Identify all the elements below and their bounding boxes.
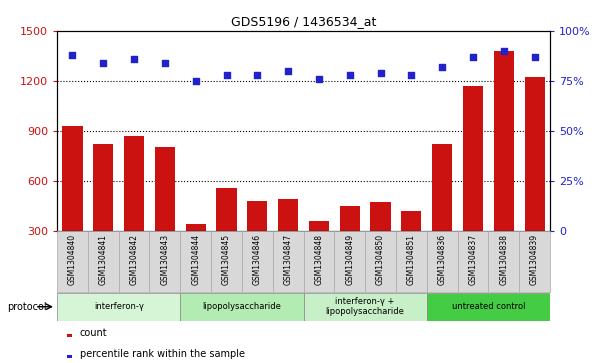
Bar [216, 188, 237, 231]
Bar [432, 144, 452, 231]
Text: GSM1304848: GSM1304848 [314, 234, 323, 285]
Text: GSM1304837: GSM1304837 [468, 234, 477, 285]
Bar [63, 126, 82, 231]
Text: GSM1304845: GSM1304845 [222, 234, 231, 285]
Text: GSM1304842: GSM1304842 [130, 234, 139, 285]
Bar [370, 202, 391, 231]
Bar [489, 231, 519, 292]
Bar [67, 355, 72, 358]
Text: GSM1304838: GSM1304838 [499, 234, 508, 285]
Bar [211, 231, 242, 292]
Point [314, 76, 324, 82]
Bar [57, 293, 180, 321]
Text: GSM1304850: GSM1304850 [376, 234, 385, 285]
Point [438, 64, 447, 70]
Bar [396, 231, 427, 292]
Bar [273, 231, 304, 292]
Text: GSM1304841: GSM1304841 [99, 234, 108, 285]
Point [222, 72, 231, 78]
Point [529, 54, 539, 60]
Bar [150, 231, 180, 292]
Text: lipopolysaccharide: lipopolysaccharide [203, 302, 281, 311]
Point [345, 72, 355, 78]
Bar [278, 199, 298, 231]
Text: GSM1304846: GSM1304846 [253, 234, 262, 285]
Text: protocol: protocol [7, 302, 47, 312]
Bar [180, 231, 211, 292]
Point [160, 60, 169, 66]
Point [99, 60, 108, 66]
Bar [334, 231, 365, 292]
Text: GSM1304847: GSM1304847 [284, 234, 293, 285]
Bar [124, 136, 144, 231]
Bar [186, 224, 206, 231]
Bar [340, 207, 360, 231]
Bar [67, 334, 72, 337]
Text: GSM1304849: GSM1304849 [345, 234, 354, 285]
Text: interferon-γ +
lipopolysaccharide: interferon-γ + lipopolysaccharide [326, 297, 404, 317]
Point [376, 70, 385, 76]
Bar [242, 231, 273, 292]
Text: count: count [80, 328, 108, 338]
Text: GSM1304844: GSM1304844 [191, 234, 200, 285]
Bar [493, 51, 514, 231]
Bar [247, 200, 267, 231]
Bar [93, 144, 114, 231]
Point [499, 48, 508, 54]
Bar [57, 231, 88, 292]
Point [252, 72, 262, 78]
Bar [463, 86, 483, 231]
Bar [309, 221, 329, 231]
Bar [365, 231, 396, 292]
Bar [427, 293, 550, 321]
Text: GSM1304851: GSM1304851 [407, 234, 416, 285]
Bar [155, 147, 175, 231]
Point [283, 68, 293, 74]
Text: GSM1304836: GSM1304836 [438, 234, 447, 285]
Point [191, 78, 201, 83]
Text: GSM1304843: GSM1304843 [160, 234, 169, 285]
Bar [457, 231, 489, 292]
Point [129, 56, 139, 62]
Point [406, 72, 416, 78]
Text: percentile rank within the sample: percentile rank within the sample [80, 349, 245, 359]
Point [468, 54, 478, 60]
Text: GSM1304839: GSM1304839 [530, 234, 539, 285]
Bar [519, 231, 550, 292]
Bar [525, 77, 545, 231]
Bar [88, 231, 119, 292]
Bar [304, 231, 334, 292]
Bar [119, 231, 150, 292]
Text: GSM1304840: GSM1304840 [68, 234, 77, 285]
Text: untreated control: untreated control [451, 302, 525, 311]
Point [68, 52, 78, 58]
Bar [427, 231, 457, 292]
Title: GDS5196 / 1436534_at: GDS5196 / 1436534_at [231, 15, 376, 28]
Bar [401, 211, 421, 231]
Bar [304, 293, 427, 321]
Text: interferon-γ: interferon-γ [94, 302, 144, 311]
Bar [180, 293, 304, 321]
